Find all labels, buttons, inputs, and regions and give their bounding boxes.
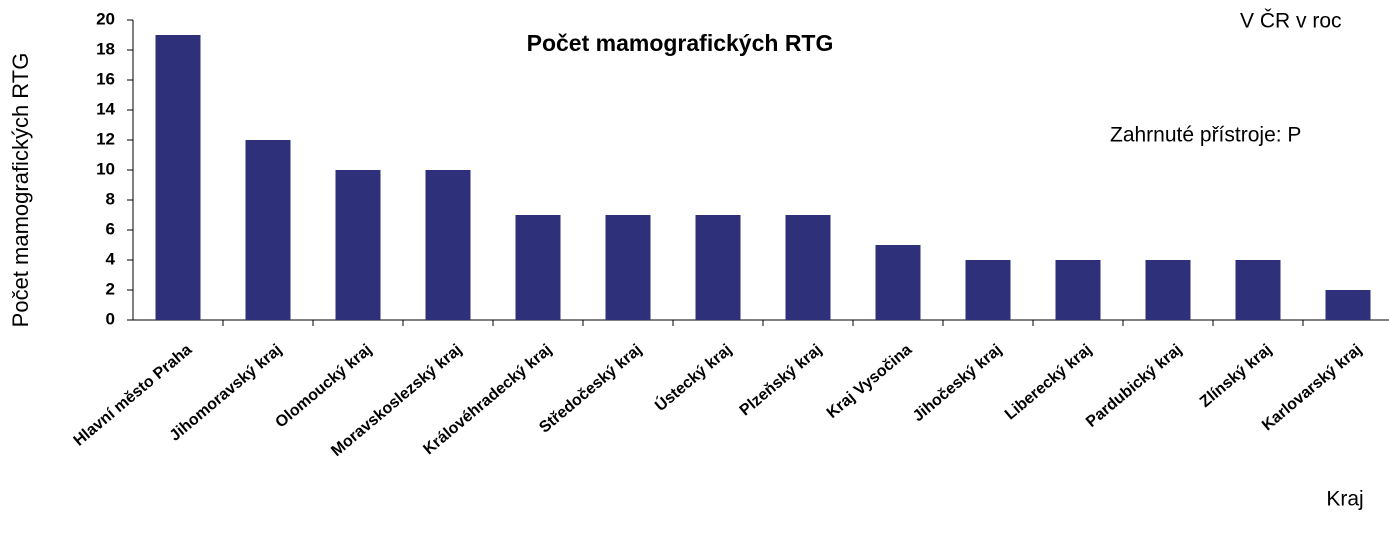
annotation: Zahrnuté přístroje: P <box>1110 124 1301 147</box>
bar <box>335 170 381 320</box>
x-axis-title: Kraj <box>1326 488 1363 511</box>
x-tick-label: Jihočeský kraj <box>910 341 1005 425</box>
x-tick-label: Ústecký kraj <box>651 340 735 415</box>
x-tick-label: Olomoucký kraj <box>272 341 375 431</box>
bar <box>245 140 291 320</box>
x-tick-label: Pardubický kraj <box>1083 341 1185 431</box>
y-tick-label: 4 <box>106 249 116 268</box>
bar <box>1325 290 1371 320</box>
chart-title: Počet mamografických RTG <box>527 30 834 56</box>
y-tick-label: 0 <box>106 309 115 328</box>
y-tick-label: 6 <box>106 219 115 238</box>
bar <box>425 170 471 320</box>
bar <box>1055 260 1101 320</box>
bar <box>875 245 921 320</box>
bar <box>965 260 1011 320</box>
bar <box>155 35 201 320</box>
y-axis-title: Počet mamografických RTG <box>8 53 33 328</box>
bar <box>605 215 651 320</box>
x-tick-label: Karlovarský kraj <box>1259 341 1365 434</box>
bar <box>515 215 561 320</box>
y-tick-label: 18 <box>96 39 115 58</box>
y-tick-label: 12 <box>96 129 115 148</box>
y-tick-label: 10 <box>96 159 115 178</box>
x-tick-label: Plzeňský kraj <box>737 341 826 419</box>
annotation: V ČR v roc <box>1240 10 1342 33</box>
y-tick-label: 2 <box>106 279 115 298</box>
bar <box>1145 260 1191 320</box>
y-tick-label: 14 <box>96 99 115 118</box>
bar <box>1235 260 1281 320</box>
y-tick-label: 8 <box>106 189 115 208</box>
y-tick-label: 16 <box>96 69 115 88</box>
bar <box>785 215 831 320</box>
x-tick-label: Kraj Vysočina <box>824 341 916 422</box>
bar <box>695 215 741 320</box>
x-tick-label: Liberecký kraj <box>1002 341 1095 423</box>
x-tick-label: Zlínský kraj <box>1197 341 1275 411</box>
y-tick-label: 20 <box>96 9 115 28</box>
